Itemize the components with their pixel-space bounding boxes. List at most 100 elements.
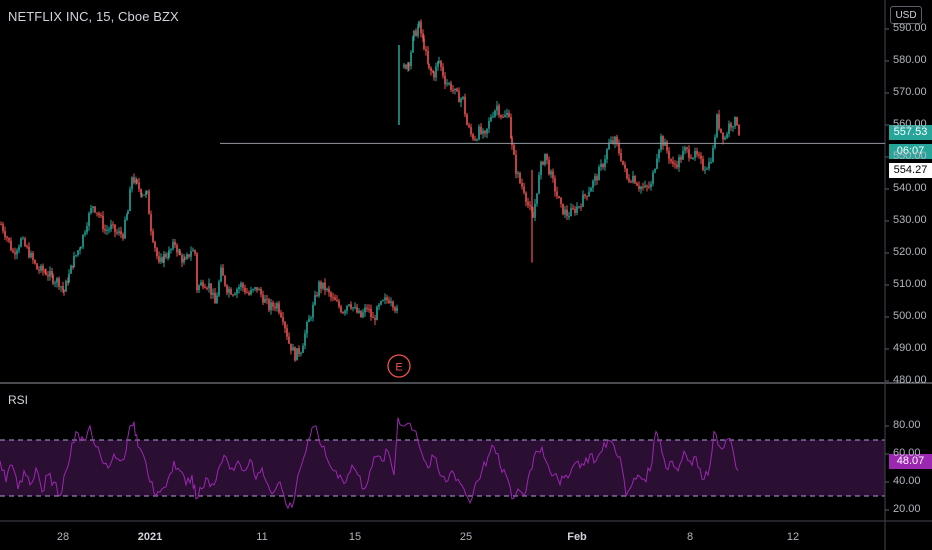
- candle-body: [674, 163, 676, 165]
- candle-body: [108, 229, 110, 231]
- candle-body: [114, 224, 116, 233]
- candle-body: [112, 224, 114, 226]
- candle-body: [686, 147, 688, 150]
- candle-body: [110, 224, 112, 230]
- time-axis-tick: 12: [786, 531, 800, 543]
- candle-body: [396, 307, 398, 311]
- candle-body: [224, 275, 226, 286]
- candle-body: [214, 292, 216, 304]
- candle-body: [143, 194, 145, 196]
- rsi-value-tag: 48.07: [889, 454, 932, 469]
- earnings-event-icon[interactable]: [387, 354, 411, 378]
- candle-body: [260, 289, 262, 295]
- candle-body: [282, 316, 284, 323]
- candle-body: [548, 159, 550, 175]
- price-axis-tick: 550.00: [893, 150, 927, 162]
- candle-body: [174, 241, 176, 246]
- candle-body: [280, 312, 282, 317]
- rsi-axis-tick: 60.00: [893, 447, 921, 459]
- candle-body: [62, 286, 64, 290]
- candle-body: [150, 214, 152, 232]
- candle-body: [0, 224, 2, 226]
- candle-body: [428, 63, 430, 68]
- candle-body: [226, 285, 228, 293]
- candle-body: [154, 241, 156, 249]
- price-axis-tick: 540.00: [893, 182, 927, 194]
- candle-body: [692, 157, 694, 159]
- candle-body: [51, 271, 53, 276]
- candle-body: [476, 139, 478, 141]
- candle-body: [94, 206, 96, 213]
- candle-body: [542, 161, 544, 165]
- candle-body: [212, 292, 214, 295]
- candle-body: [594, 176, 596, 181]
- candle-body: [276, 303, 278, 309]
- candle-body: [268, 299, 270, 311]
- candle-body: [384, 297, 386, 301]
- candle-body: [232, 294, 234, 296]
- candle-body: [44, 271, 46, 273]
- candle-body: [172, 241, 174, 249]
- candle-body: [578, 206, 580, 208]
- candle-body: [358, 310, 360, 313]
- candle-body: [484, 130, 486, 134]
- candle-body: [194, 250, 196, 254]
- candle-body: [284, 322, 286, 329]
- candle-body: [75, 254, 77, 257]
- candle-body: [318, 281, 320, 296]
- candle-body: [328, 288, 330, 293]
- candle-body: [638, 185, 640, 190]
- candle-body: [206, 287, 208, 289]
- candle-body: [58, 278, 60, 287]
- candle-body: [326, 288, 328, 291]
- candle-body: [460, 98, 462, 103]
- candle-body: [354, 307, 356, 309]
- candle-body: [288, 336, 290, 344]
- candle-body: [258, 289, 260, 291]
- price-axis-tick: 500.00: [893, 310, 927, 322]
- symbol-title[interactable]: NETFLIX INC, 15, Cboe BZX: [8, 9, 179, 24]
- candle-body: [386, 297, 388, 301]
- candle-body: [584, 194, 586, 196]
- candle-body: [274, 306, 276, 309]
- candle-body: [630, 181, 632, 183]
- candle-body: [42, 265, 44, 272]
- candle-body: [80, 247, 82, 249]
- candle-body: [88, 213, 90, 227]
- candle-body: [160, 257, 162, 262]
- candle-body: [34, 259, 36, 264]
- candle-body: [678, 157, 680, 168]
- horizontal-line-price-tag: 554.27: [889, 163, 932, 178]
- candle-body: [708, 162, 710, 169]
- candle-body: [202, 282, 204, 287]
- candle-body: [156, 248, 158, 257]
- rsi-indicator-label[interactable]: RSI: [8, 393, 29, 407]
- candle-body: [504, 114, 506, 118]
- candle-body: [236, 289, 238, 294]
- candle-body: [474, 138, 476, 141]
- candle-body: [732, 126, 734, 128]
- candle-body: [184, 258, 186, 260]
- candle-body: [162, 257, 164, 263]
- candle-body: [392, 301, 394, 308]
- candle-body: [670, 159, 672, 162]
- candle-body: [706, 168, 708, 170]
- candle-body: [724, 137, 726, 140]
- candle-body: [624, 164, 626, 169]
- candle-body: [608, 142, 610, 150]
- candle-body: [79, 248, 81, 251]
- candle-body: [216, 295, 218, 304]
- candle-body: [668, 150, 670, 160]
- currency-button[interactable]: USD: [890, 6, 922, 24]
- candle-body: [544, 153, 546, 165]
- candle-body: [666, 141, 668, 151]
- candle-body: [306, 321, 308, 334]
- candle-body: [106, 229, 108, 231]
- time-axis-tick: Feb: [567, 531, 587, 543]
- candle-body: [82, 234, 84, 248]
- candle-body: [272, 302, 274, 307]
- candle-body: [612, 140, 614, 144]
- candle-body: [560, 198, 562, 204]
- candle-body: [49, 271, 51, 277]
